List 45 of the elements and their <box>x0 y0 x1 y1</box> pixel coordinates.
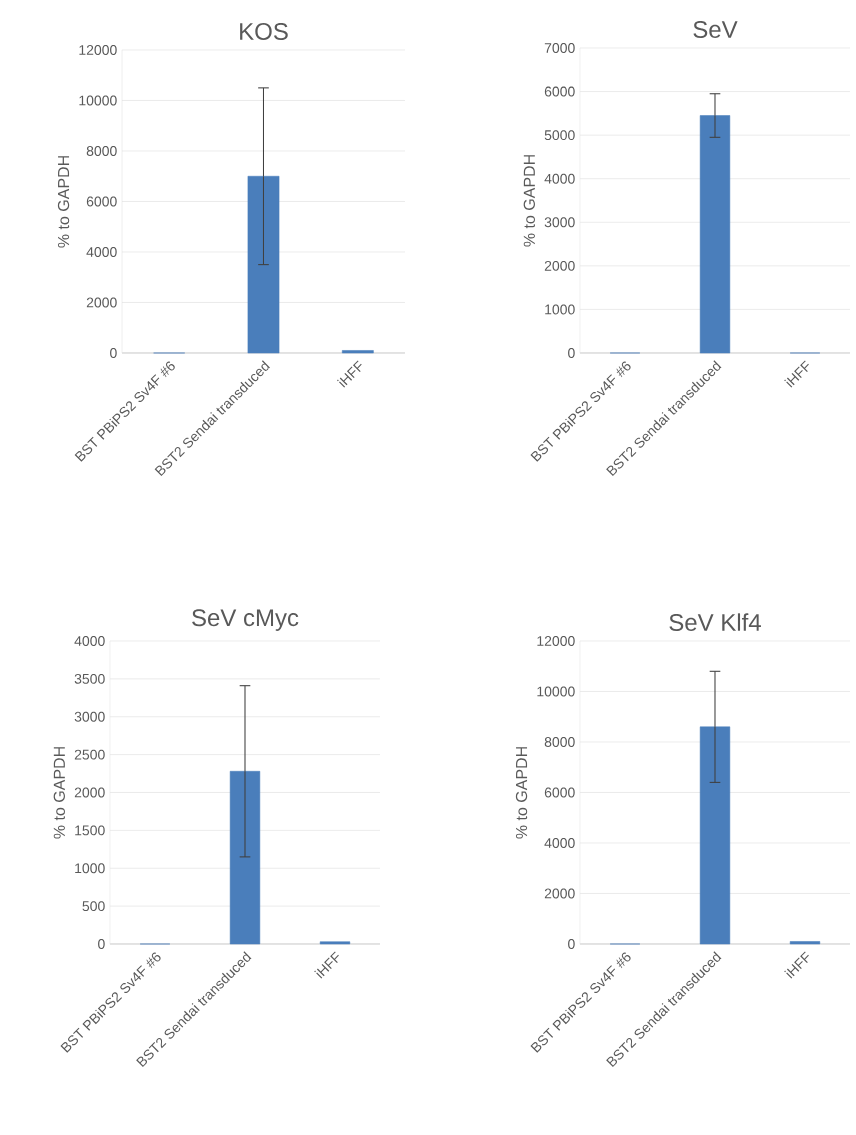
y-tick-label: 3000 <box>74 711 105 722</box>
chart-title: SeV <box>693 20 738 38</box>
y-tick-label: 6000 <box>86 196 117 207</box>
y-tick-label: 4000 <box>544 838 575 848</box>
y-tick-label: 2000 <box>74 787 105 798</box>
y-tick-label: 3500 <box>74 673 105 684</box>
bar <box>789 941 821 945</box>
y-tick-label: 2000 <box>86 297 117 308</box>
y-tick-label: 2000 <box>544 260 575 271</box>
bar <box>341 350 374 354</box>
y-tick-label: 6000 <box>544 787 575 798</box>
y-tick-label: 10000 <box>537 686 575 697</box>
bar <box>319 941 351 945</box>
y-axis-title: % to GAPDH <box>53 747 65 839</box>
chart-title: SeV cMyc <box>192 609 299 631</box>
y-tick-label: 12000 <box>79 45 117 55</box>
bar <box>247 175 280 354</box>
y-axis-title: % to GAPDH <box>515 747 528 839</box>
y-tick-label: 0 <box>110 348 117 358</box>
chart-title: SeV Klf4 <box>669 613 761 631</box>
y-tick-label: 3000 <box>544 217 575 228</box>
y-axis-title: % to GAPDH <box>523 155 535 247</box>
y-tick-label: 500 <box>82 901 105 912</box>
chart-title: KOS <box>240 22 288 40</box>
y-tick-label: 6000 <box>544 86 575 97</box>
y-tick-label: 8000 <box>544 737 575 747</box>
y-tick-label: 2000 <box>544 888 575 899</box>
y-tick-label: 12000 <box>537 636 575 646</box>
bar <box>699 726 731 945</box>
y-axis-title: % to GAPDH <box>57 156 70 248</box>
y-tick-label: 7000 <box>544 43 575 53</box>
y-tick-label: 4000 <box>544 173 575 184</box>
y-tick-label: 1000 <box>545 304 575 315</box>
y-tick-label: 0 <box>98 939 105 949</box>
y-tick-label: 4000 <box>74 636 105 646</box>
y-tick-label: 0 <box>568 348 575 358</box>
y-tick-label: 2500 <box>74 749 105 760</box>
y-tick-label: 5000 <box>544 130 575 141</box>
bar <box>229 771 261 945</box>
y-tick-label: 10000 <box>79 95 117 106</box>
y-tick-label: 4000 <box>86 247 117 257</box>
y-tick-label: 8000 <box>86 146 117 156</box>
y-tick-label: 1000 <box>75 863 105 874</box>
y-tick-label: 0 <box>568 939 575 949</box>
y-tick-label: 1500 <box>75 825 105 836</box>
